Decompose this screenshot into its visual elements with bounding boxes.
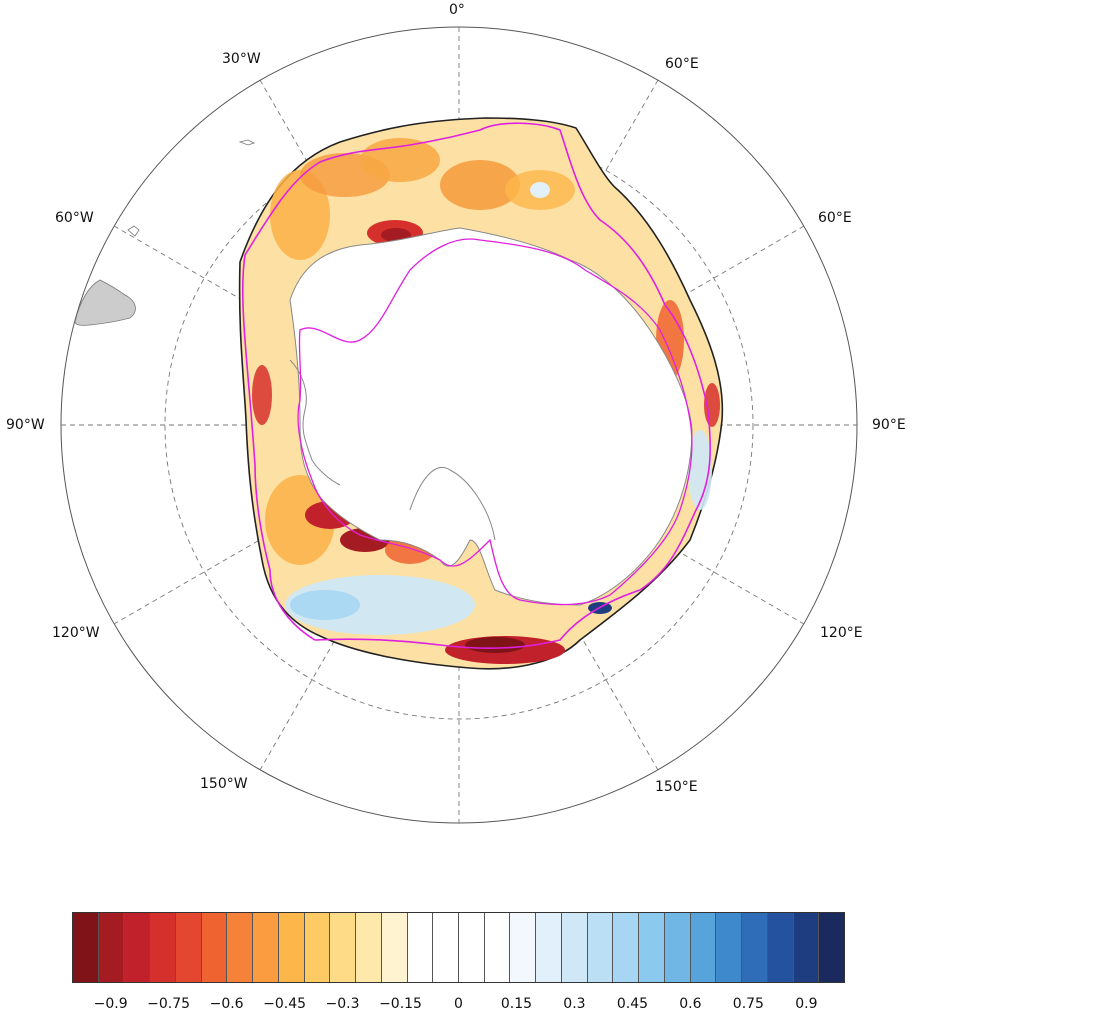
colorbar-swatch <box>330 913 357 982</box>
ross-ice-shelf <box>409 467 496 541</box>
colorbar-swatch <box>278 913 305 982</box>
colorbar-swatch <box>175 913 202 982</box>
magenta-inner-contour <box>297 238 693 606</box>
colorbar-swatch <box>227 913 254 982</box>
colorbar-tick-label: 0.3 <box>563 996 586 1012</box>
lon-label-120w: 120°W <box>52 625 100 641</box>
lon-label-120e: 120°E <box>820 625 863 641</box>
colorbar-tick-label: −0.3 <box>325 996 360 1012</box>
colorbar-swatch <box>742 913 768 982</box>
colorbar-swatch <box>510 913 537 982</box>
falkland-islands <box>127 225 140 237</box>
colorbar-swatch <box>407 913 434 982</box>
lon-label-150w: 150°W <box>200 776 248 792</box>
lon-label-30w: 30°W <box>222 51 261 67</box>
lon-label-150e: 150°E <box>655 779 698 795</box>
colorbar-tick-label: 0 <box>454 996 463 1012</box>
colorbar-swatch <box>201 913 228 982</box>
colorbar-swatch <box>587 913 614 982</box>
colorbar-swatch <box>716 913 743 982</box>
colorbar-swatch <box>150 913 176 982</box>
polar-map <box>60 26 858 824</box>
colorbar-swatch <box>639 913 665 982</box>
colorbar-swatch <box>98 913 125 982</box>
lon-label-60e: 60°E <box>818 210 852 226</box>
colorbar-swatch <box>613 913 640 982</box>
colorbar-swatch <box>73 913 99 982</box>
colorbar-swatch <box>561 913 588 982</box>
colorbar-tick-label: 0.6 <box>679 996 702 1012</box>
colorbar-swatch <box>664 913 691 982</box>
lon-label-60e-top: 60°E <box>665 56 699 72</box>
colorbar-tick-label: 0.45 <box>616 996 649 1012</box>
colorbar-swatch <box>690 913 717 982</box>
colorbar-swatch <box>356 913 382 982</box>
colorbar-ticks: −0.9 −0.75 −0.6 −0.45 −0.3 −0.15 0 0.15 0.3 0.45 0… <box>72 996 845 1014</box>
colorbar: −0.9 −0.75 −0.6 −0.45 −0.3 −0.15 0 0.15 0.3 0.45 0… <box>72 912 845 1012</box>
colorbar-tick-label: −0.45 <box>263 996 307 1012</box>
colorbar-swatch <box>253 913 279 982</box>
colorbar-swatch <box>304 913 331 982</box>
colorbar-swatch <box>819 913 845 982</box>
colorbar-swatches <box>72 912 845 983</box>
antarctica <box>289 227 693 606</box>
lon-label-90e: 90°E <box>872 417 906 433</box>
colorbar-swatch <box>124 913 151 982</box>
colorbar-swatch <box>381 913 408 982</box>
south-georgia <box>238 139 256 146</box>
antarctic-peninsula <box>289 359 341 486</box>
south-america <box>74 279 136 326</box>
lon-label-0: 0° <box>449 2 465 18</box>
colorbar-swatch <box>433 913 460 982</box>
colorbar-tick-label: −0.9 <box>93 996 128 1012</box>
colorbar-swatch <box>536 913 562 982</box>
colorbar-swatch <box>793 913 820 982</box>
colorbar-tick-label: −0.6 <box>209 996 244 1012</box>
colorbar-tick-label: 0.75 <box>732 996 764 1012</box>
colorbar-tick-label: 0.15 <box>500 996 533 1012</box>
colorbar-swatch <box>484 913 511 982</box>
colorbar-swatch <box>767 913 794 982</box>
colorbar-tick-label: −0.15 <box>379 996 422 1012</box>
colorbar-swatch <box>459 913 485 982</box>
colorbar-tick-label: 0.9 <box>795 996 818 1012</box>
lon-label-90w: 90°W <box>6 417 45 433</box>
lon-label-60w: 60°W <box>55 210 94 226</box>
colorbar-tick-label: −0.75 <box>147 996 191 1012</box>
magenta-contour <box>241 122 711 650</box>
